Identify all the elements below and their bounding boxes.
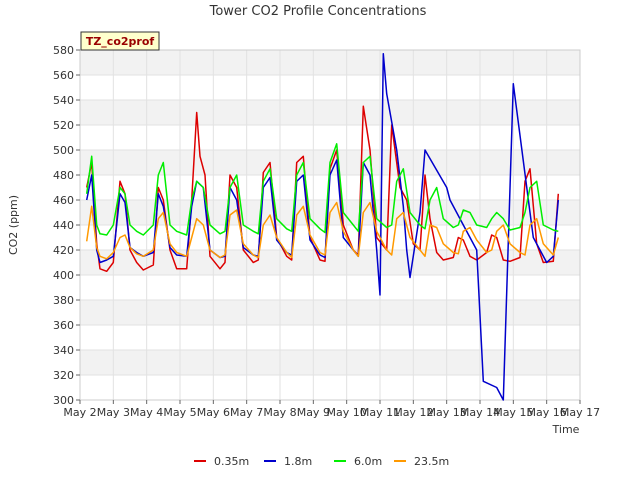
y-tick-label: 580 bbox=[53, 44, 74, 57]
plot-band bbox=[80, 250, 580, 275]
y-axis-label: CO2 (ppm) bbox=[7, 195, 20, 255]
site-label: TZ_co2prof bbox=[86, 35, 155, 48]
legend-label: 0.35m bbox=[214, 455, 249, 468]
y-tick-label: 500 bbox=[53, 144, 74, 157]
plot-background bbox=[80, 50, 580, 400]
x-tick-label: May 11 bbox=[360, 406, 400, 419]
y-tick-label: 340 bbox=[53, 344, 74, 357]
legend-label: 6.0m bbox=[354, 455, 382, 468]
legend: 0.35m 1.8m 6.0m 23.5m bbox=[194, 455, 449, 468]
y-tick-label: 400 bbox=[53, 269, 74, 282]
y-tick-label: 460 bbox=[53, 194, 74, 207]
plot-band bbox=[80, 50, 580, 75]
series-line-23.5m bbox=[85, 201, 560, 260]
x-tick-label: May 16 bbox=[527, 406, 567, 419]
y-tick-label: 480 bbox=[53, 169, 74, 182]
site-label-box: TZ_co2prof bbox=[80, 31, 160, 51]
y-tick-label: 320 bbox=[53, 369, 74, 382]
plot-band bbox=[80, 350, 580, 375]
y-tick-label: 560 bbox=[53, 69, 74, 82]
plot-band bbox=[80, 125, 580, 150]
plot-band bbox=[80, 100, 580, 125]
x-tick-label: May 17 bbox=[560, 406, 600, 419]
x-tick-label: May 13 bbox=[427, 406, 467, 419]
series-layer bbox=[85, 53, 560, 401]
plot-band bbox=[80, 275, 580, 300]
chart-title: Tower CO2 Profile Concentrations bbox=[209, 4, 427, 19]
series-line-0.35m bbox=[85, 105, 560, 273]
legend-label: 23.5m bbox=[414, 455, 449, 468]
x-axis: May 2 May 3 May 4 May 5 May 6 May 7 May 8 May 9… bbox=[63, 400, 600, 419]
plot-band bbox=[80, 300, 580, 325]
y-tick-label: 380 bbox=[53, 294, 74, 307]
plot-band bbox=[80, 325, 580, 350]
plot-band bbox=[80, 75, 580, 100]
y-tick-label: 520 bbox=[53, 119, 74, 132]
y-axis: 300 320 340 360 380 400 420 440 460 480 500 520 540 5… bbox=[53, 44, 80, 407]
x-tick-label: May 7 bbox=[230, 406, 263, 419]
y-tick-label: 360 bbox=[53, 319, 74, 332]
x-tick-label: May 4 bbox=[130, 406, 163, 419]
x-tick-label: May 9 bbox=[297, 406, 330, 419]
x-tick-label: May 5 bbox=[163, 406, 196, 419]
series-line-6.0m bbox=[85, 143, 559, 236]
x-tick-label: May 3 bbox=[97, 406, 130, 419]
x-tick-label: May 12 bbox=[393, 406, 433, 419]
legend-label: 1.8m bbox=[284, 455, 312, 468]
y-tick-label: 440 bbox=[53, 219, 74, 232]
x-tick-label: May 8 bbox=[263, 406, 296, 419]
y-tick-label: 540 bbox=[53, 94, 74, 107]
x-tick-label: May 2 bbox=[63, 406, 96, 419]
x-tick-label: May 14 bbox=[460, 406, 500, 419]
x-tick-label: May 10 bbox=[327, 406, 367, 419]
x-tick-label: May 15 bbox=[493, 406, 533, 419]
y-tick-label: 300 bbox=[53, 394, 74, 407]
x-tick-label: May 6 bbox=[197, 406, 230, 419]
x-axis-label: Time bbox=[552, 423, 580, 436]
series-line-1.8m bbox=[85, 53, 560, 401]
plot-band bbox=[80, 375, 580, 400]
y-tick-label: 420 bbox=[53, 244, 74, 257]
